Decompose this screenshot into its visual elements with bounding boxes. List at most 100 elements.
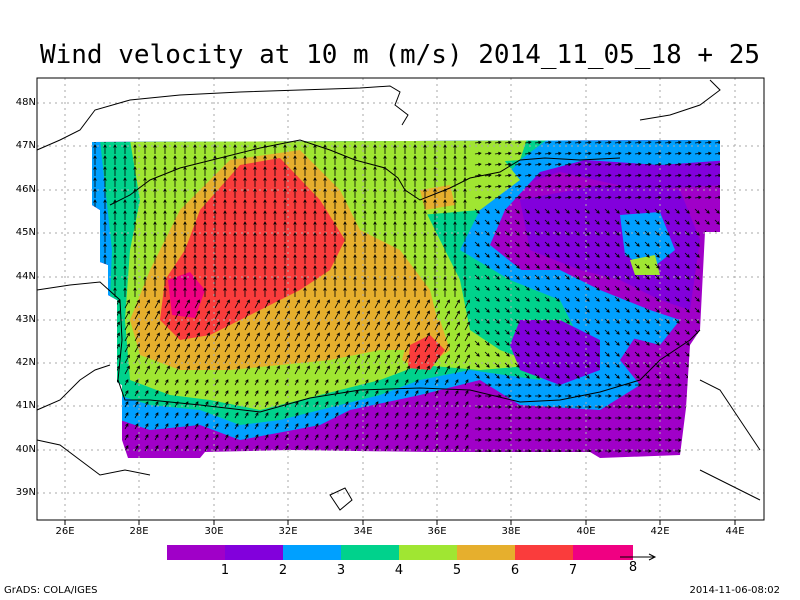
wind-arrow [714, 173, 720, 178]
wind-arrow [283, 243, 287, 253]
wind-arrow [704, 351, 710, 357]
wind-arrow [664, 162, 672, 167]
wind-arrow [423, 254, 427, 264]
wind-arrow [635, 427, 642, 431]
wind-arrow [505, 416, 512, 420]
wind-arrow [323, 144, 327, 154]
wind-arrow [154, 379, 159, 386]
wind-arrow [694, 296, 700, 302]
wind-arrow [664, 351, 670, 357]
wind-arrow [574, 318, 580, 324]
wind-arrow [203, 188, 207, 198]
wind-arrow [313, 166, 317, 176]
wind-arrow [515, 416, 522, 420]
wind-arrow [424, 321, 430, 331]
wind-arrow [104, 445, 109, 452]
wind-arrow [263, 221, 267, 231]
wind-arrow [404, 434, 409, 441]
wind-arrow [204, 401, 209, 408]
wind-arrow [154, 445, 159, 452]
wind-arrow [494, 373, 500, 379]
wind-arrow [704, 285, 710, 291]
wind-arrow [204, 310, 210, 320]
wind-arrow [123, 199, 127, 209]
wind-arrow [253, 144, 257, 154]
wind-arrow [274, 412, 279, 419]
wind-arrow [354, 126, 357, 132]
wind-arrow [293, 210, 297, 220]
wind-arrow [314, 126, 317, 132]
wind-arrow [154, 321, 160, 331]
wind-arrow [273, 254, 277, 264]
wind-arrow [595, 405, 602, 409]
wind-arrow [714, 195, 720, 200]
wind-arrow [294, 434, 299, 441]
lat-label-46n: 46N [15, 184, 36, 195]
wind-arrow [565, 449, 572, 453]
wind-arrow [504, 151, 512, 156]
wind-arrow [303, 199, 307, 209]
wind-arrow [123, 276, 127, 286]
wind-arrow [424, 332, 430, 342]
wind-arrow [494, 208, 500, 214]
wind-arrow [594, 296, 600, 302]
wind-arrow [463, 144, 467, 154]
wind-arrow [504, 252, 510, 258]
wind-arrow [274, 310, 280, 320]
wind-arrow [234, 445, 239, 452]
wind-arrow [124, 299, 130, 309]
wind-arrow [304, 299, 310, 309]
wind-arrow [453, 155, 457, 165]
wind-arrow [544, 340, 550, 346]
wind-arrow [104, 126, 107, 132]
wind-arrow [625, 438, 632, 442]
wind-arrow [343, 276, 347, 286]
wind-arrow [403, 144, 407, 154]
wind-arrow [283, 265, 287, 275]
wind-arrow [394, 299, 400, 309]
wind-arrow [654, 296, 660, 302]
wind-arrow [394, 310, 400, 320]
wind-arrow [453, 276, 457, 286]
wind-arrow [124, 343, 130, 353]
wind-arrow [303, 155, 307, 165]
wind-arrow [595, 449, 602, 453]
wind-arrow [394, 445, 399, 452]
wind-arrow [534, 340, 540, 346]
wind-arrow [444, 126, 447, 132]
wind-arrow [173, 232, 177, 242]
wind-arrow [464, 434, 469, 441]
wind-arrow [454, 423, 459, 430]
wind-arrow [194, 423, 199, 430]
wind-arrow [634, 195, 642, 200]
wind-arrow [605, 383, 612, 387]
wind-arrow [383, 155, 387, 165]
wind-arrow [263, 287, 267, 297]
wind-arrow [454, 332, 460, 342]
wind-arrow [324, 343, 330, 353]
wind-arrow [404, 321, 410, 331]
wind-arrow [164, 401, 169, 408]
wind-arrow [403, 177, 407, 187]
wind-arrow [343, 243, 347, 253]
wind-arrow [604, 329, 610, 335]
wind-arrow [524, 252, 530, 258]
wind-arrow [223, 144, 227, 154]
wind-arrow [344, 310, 350, 320]
wind-arrow [434, 379, 439, 386]
wind-arrow [544, 351, 550, 357]
wind-arrow [584, 329, 590, 335]
wind-arrow [655, 427, 662, 431]
wind-arrow [514, 373, 520, 379]
wind-arrow [423, 210, 427, 220]
wind-arrow [594, 307, 600, 313]
wind-arrow [495, 427, 502, 431]
wind-arrow [283, 166, 287, 176]
wind-arrow [373, 276, 377, 286]
wind-arrow [664, 241, 670, 247]
wind-arrow [423, 199, 427, 209]
wind-arrow [635, 405, 642, 409]
wind-arrow [224, 310, 230, 320]
colorbar-swatch-4 [341, 545, 399, 560]
wind-arrow [384, 332, 390, 342]
